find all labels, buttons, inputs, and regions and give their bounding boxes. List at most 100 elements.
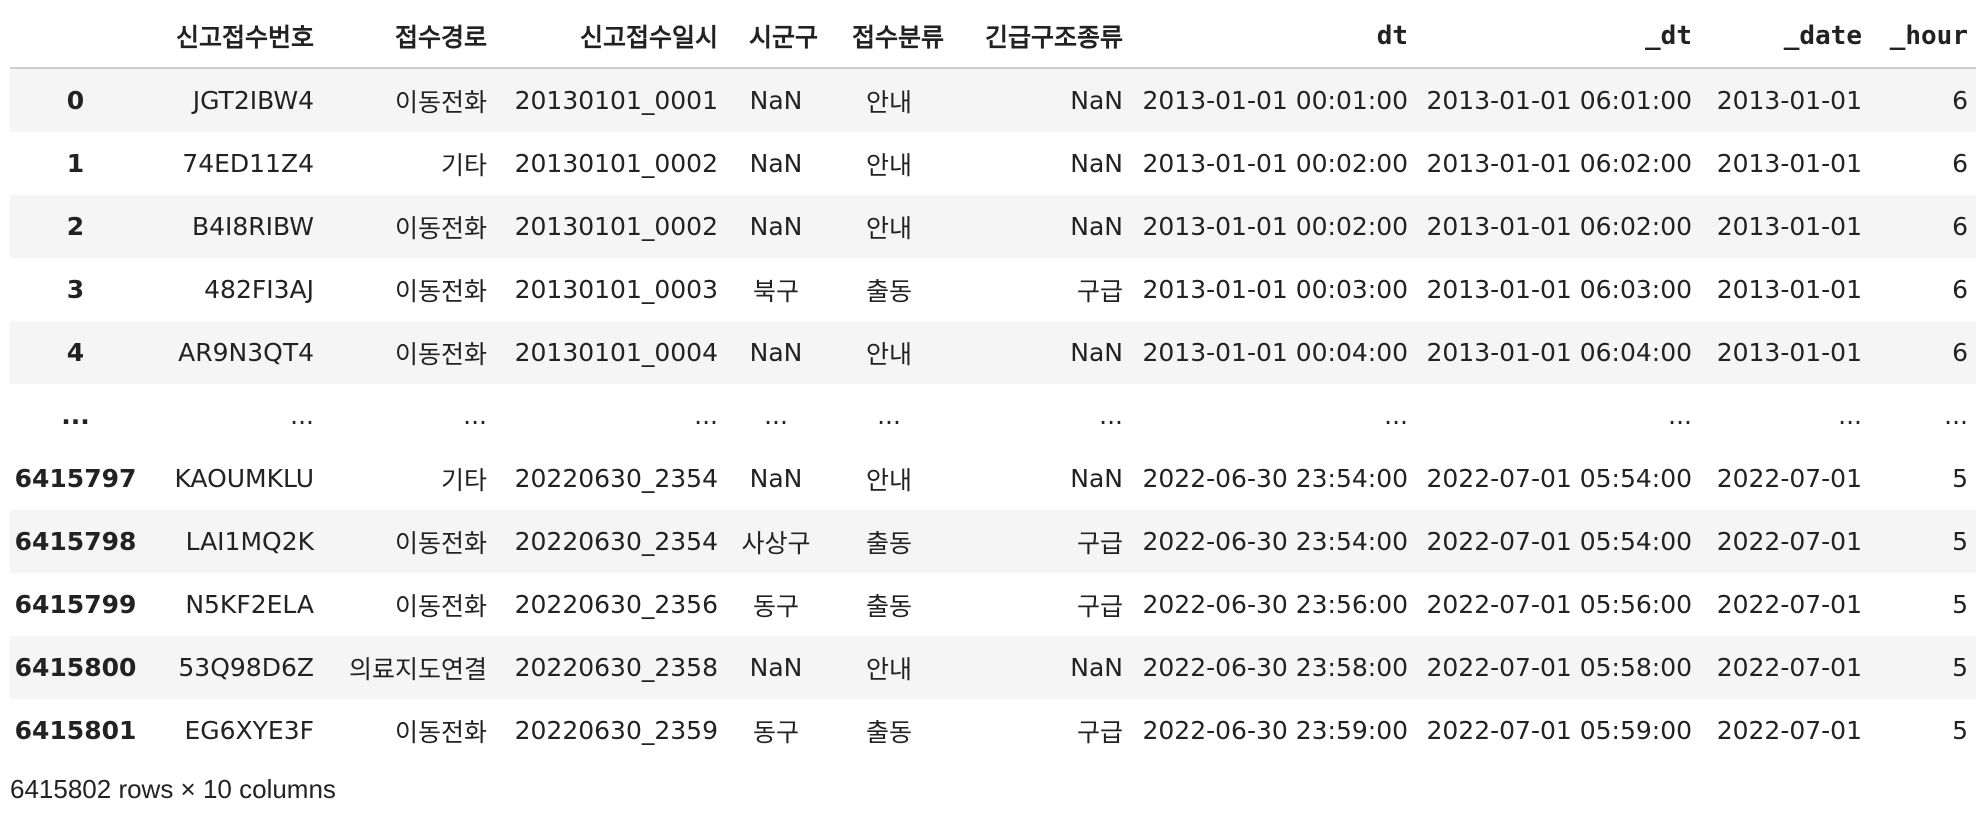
header-row: 신고접수번호 접수경로 신고접수일시 시군구 접수분류 긴급구조종류 dt _dt _date _… [10, 8, 1976, 69]
table-row: 0 JGT2IBW4 이동전화 20130101_0001 NaN 안내 NaN 2013-0… [10, 68, 1976, 132]
table-cell: 출동 [865, 276, 912, 306]
table-cell: ... [1131, 384, 1416, 447]
table-cell: 출동 [826, 510, 952, 573]
table-cell: 북구 [752, 276, 799, 306]
table-cell: EG6XYE3F [184, 716, 314, 745]
table-cell: 2022-07-01 05:54:00 [1426, 464, 1692, 493]
column-header: 접수경로 [322, 8, 495, 69]
column-header: dt [1131, 8, 1416, 69]
table-cell: 2022-07-01 [1716, 590, 1862, 619]
table-cell: 안내 [826, 636, 952, 699]
table-row: 1 74ED11Z4 기타 20130101_0002 NaN 안내 NaN 2013-01-… [10, 132, 1976, 195]
table-cell: 2022-06-30 23:54:00 [1142, 464, 1408, 493]
table-cell: 이동전화 [322, 321, 495, 384]
ellipsis-row: ................................. [10, 384, 1976, 447]
table-cell: ... [322, 384, 495, 447]
table-row: 4 AR9N3QT4 이동전화 20130101_0004 NaN 안내 NaN 2013-0… [10, 321, 1976, 384]
table-cell: 20220630_2354 [514, 464, 718, 493]
table-cell: 6 [1870, 68, 1976, 132]
table-cell: 2013-01-01 06:02:00 [1416, 195, 1700, 258]
table-cell: 이동전화 [322, 68, 495, 132]
table-row: 3 482FI3AJ 이동전화 20130101_0003 북구 출동 구급 2013-01-… [10, 258, 1976, 321]
table-cell: ... [826, 384, 952, 447]
table-cell: 2013-01-01 00:02:00 [1131, 195, 1416, 258]
table-cell: 기타 [440, 465, 487, 495]
table-body: 0 JGT2IBW4 이동전화 20130101_0001 NaN 안내 NaN 2013-0… [10, 68, 1976, 762]
table-cell: 20220630_2354 [495, 510, 726, 573]
table-cell: 2022-06-30 23:56:00 [1142, 590, 1408, 619]
table-cell: 구급 [1076, 276, 1123, 306]
table-row: 6415797 KAOUMKLU 기타 20220630_2354 NaN 안내 NaN 20… [10, 447, 1976, 510]
table-cell: 2022-06-30 23:58:00 [1131, 636, 1416, 699]
column-header: _dt [1416, 8, 1700, 69]
table-cell: 482FI3AJ [204, 275, 314, 304]
table-cell: 2013-01-01 [1716, 149, 1862, 178]
column-header: 신고접수번호 [141, 8, 322, 69]
table-row: 6415799 N5KF2ELA 이동전화 20220630_2356 동구 출동 구급 20… [10, 573, 1976, 636]
table-cell: 안내 [865, 150, 912, 180]
column-header: 신고접수일시 [495, 8, 726, 69]
table-cell: 5 [1952, 464, 1968, 493]
table-cell: 이동전화 [394, 717, 487, 747]
table-cell: 기타 [440, 150, 487, 180]
table-cell: 53Q98D6Z [141, 636, 322, 699]
table-cell: 5 [1870, 636, 1976, 699]
column-header: _date [1700, 8, 1870, 69]
table-cell: 안내 [865, 465, 912, 495]
table-cell: 6 [1870, 195, 1976, 258]
table-cell: NaN [726, 68, 826, 132]
row-index: 2 [10, 195, 141, 258]
table-cell: ... [952, 384, 1131, 447]
row-index: ... [10, 384, 141, 447]
table-cell: 2013-01-01 06:01:00 [1416, 68, 1700, 132]
table-cell: 2022-07-01 05:56:00 [1426, 590, 1692, 619]
table-cell: 안내 [826, 195, 952, 258]
table-cell: 2013-01-01 06:02:00 [1426, 149, 1692, 178]
table-row: 2 B4I8RIBW 이동전화 20130101_0002 NaN 안내 NaN 2013-0… [10, 195, 1976, 258]
table-cell: 2013-01-01 [1700, 195, 1870, 258]
table-cell: NaN [952, 195, 1131, 258]
table-cell: NaN [726, 195, 826, 258]
table-cell: NaN [726, 321, 826, 384]
table-cell: 2013-01-01 06:03:00 [1426, 275, 1692, 304]
table-cell: 2013-01-01 [1716, 275, 1862, 304]
column-header: 접수분류 [826, 8, 952, 69]
row-index: 3 [66, 275, 85, 304]
table-cell: 이동전화 [394, 591, 487, 621]
table-cell: 출동 [865, 717, 912, 747]
table-cell: JGT2IBW4 [141, 68, 322, 132]
table-cell: 2013-01-01 00:02:00 [1142, 149, 1408, 178]
table-cell: 2022-07-01 05:58:00 [1416, 636, 1700, 699]
column-header: _hour [1870, 8, 1976, 69]
table-cell: 6 [1952, 275, 1968, 304]
table-cell: NaN [749, 464, 803, 493]
row-index: 6415801 [14, 716, 137, 745]
table-cell: AR9N3QT4 [141, 321, 322, 384]
table-cell: 5 [1952, 590, 1968, 619]
table-cell: 2013-01-01 [1700, 321, 1870, 384]
column-header: 긴급구조종류 [952, 8, 1131, 69]
table-cell: NaN [952, 68, 1131, 132]
table-cell: 2022-07-01 [1716, 716, 1862, 745]
table-cell: 동구 [752, 717, 799, 747]
table-cell: 이동전화 [394, 276, 487, 306]
table-cell: 동구 [752, 591, 799, 621]
table-cell: 2022-07-01 05:59:00 [1426, 716, 1692, 745]
table-cell: 2022-07-01 05:54:00 [1416, 510, 1700, 573]
table-cell: ... [495, 384, 726, 447]
row-index: 1 [66, 149, 85, 178]
column-header: 시군구 [726, 8, 826, 69]
table-cell: 사상구 [726, 510, 826, 573]
table-cell: 구급 [952, 510, 1131, 573]
table-cell: 6 [1870, 321, 1976, 384]
table-cell: KAOUMKLU [174, 464, 314, 493]
table-cell: ... [1416, 384, 1700, 447]
table-cell: NaN [749, 149, 803, 178]
table-cell: 구급 [1076, 591, 1123, 621]
table-cell: 안내 [826, 68, 952, 132]
table-cell: 20130101_0004 [495, 321, 726, 384]
table-cell: 5 [1870, 510, 1976, 573]
table-cell: 20220630_2356 [514, 590, 718, 619]
table-cell: 20130101_0001 [495, 68, 726, 132]
table-cell: ... [141, 384, 322, 447]
